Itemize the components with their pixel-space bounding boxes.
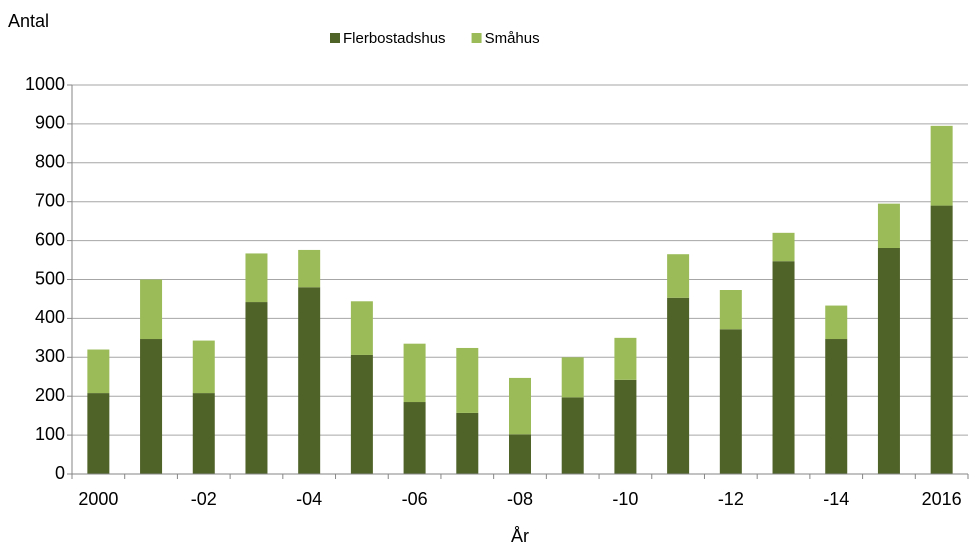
- bar-segment: [403, 402, 426, 474]
- legend-swatch: [330, 33, 340, 43]
- bar-segment: [930, 205, 953, 474]
- bar-segment: [87, 393, 110, 474]
- x-tick-label: -14: [823, 489, 849, 509]
- bar-segment: [192, 393, 215, 474]
- bar-segment: [245, 253, 268, 303]
- bar-segment: [825, 305, 848, 340]
- y-axis-label: Antal: [8, 11, 49, 31]
- y-tick-label: 0: [55, 463, 65, 483]
- x-tick-label: 2016: [922, 489, 962, 509]
- bar-segment: [667, 297, 690, 474]
- bar-segment: [877, 203, 900, 248]
- legend-swatch: [471, 33, 482, 43]
- bar-segment: [192, 340, 215, 394]
- bar-segment: [719, 290, 742, 330]
- y-tick-label: 600: [35, 229, 65, 249]
- y-tick-label: 200: [35, 385, 65, 405]
- bar-segment: [614, 337, 637, 380]
- x-tick-label: -08: [507, 489, 533, 509]
- y-tick-label: 1000: [25, 74, 65, 94]
- bar-segment: [298, 249, 321, 288]
- bar-segment: [561, 357, 584, 398]
- bar-segment: [456, 412, 479, 474]
- bar-segment: [667, 254, 690, 298]
- legend-label: Småhus: [485, 30, 540, 47]
- bar-segment: [772, 232, 795, 262]
- x-tick-label: 2000: [78, 489, 118, 509]
- x-tick-label: -10: [612, 489, 638, 509]
- bar-segment: [140, 339, 163, 474]
- y-tick-label: 300: [35, 346, 65, 366]
- bar-segment: [350, 354, 373, 474]
- x-tick-label: -06: [402, 489, 428, 509]
- legend-label: Flerbostadshus: [343, 30, 446, 47]
- bar-segment: [877, 247, 900, 474]
- bar-segment: [87, 349, 110, 394]
- y-tick-label: 100: [35, 424, 65, 444]
- bar-segment: [403, 343, 426, 403]
- bar-segment: [245, 302, 268, 474]
- bar-segment: [509, 377, 531, 435]
- x-tick-label: -02: [191, 489, 217, 509]
- y-tick-label: 900: [35, 113, 65, 133]
- x-axis-label: År: [511, 526, 529, 546]
- bar-segment: [350, 301, 373, 355]
- x-tick-label: -04: [296, 489, 322, 509]
- y-tick-label: 700: [35, 190, 65, 210]
- bar-segment: [825, 339, 848, 474]
- bar-segment: [930, 125, 953, 206]
- y-tick-label: 800: [35, 152, 65, 172]
- bar-segment: [509, 434, 531, 474]
- bar-segment: [719, 329, 742, 474]
- bar-segment: [456, 347, 479, 413]
- x-tick-label: -12: [718, 489, 744, 509]
- y-tick-label: 400: [35, 307, 65, 327]
- bar-segment: [561, 397, 584, 474]
- bar-segment: [298, 287, 321, 474]
- bar-segment: [140, 279, 163, 340]
- bar-segment: [772, 261, 795, 474]
- bar-segment: [614, 379, 637, 474]
- y-tick-label: 500: [35, 268, 65, 288]
